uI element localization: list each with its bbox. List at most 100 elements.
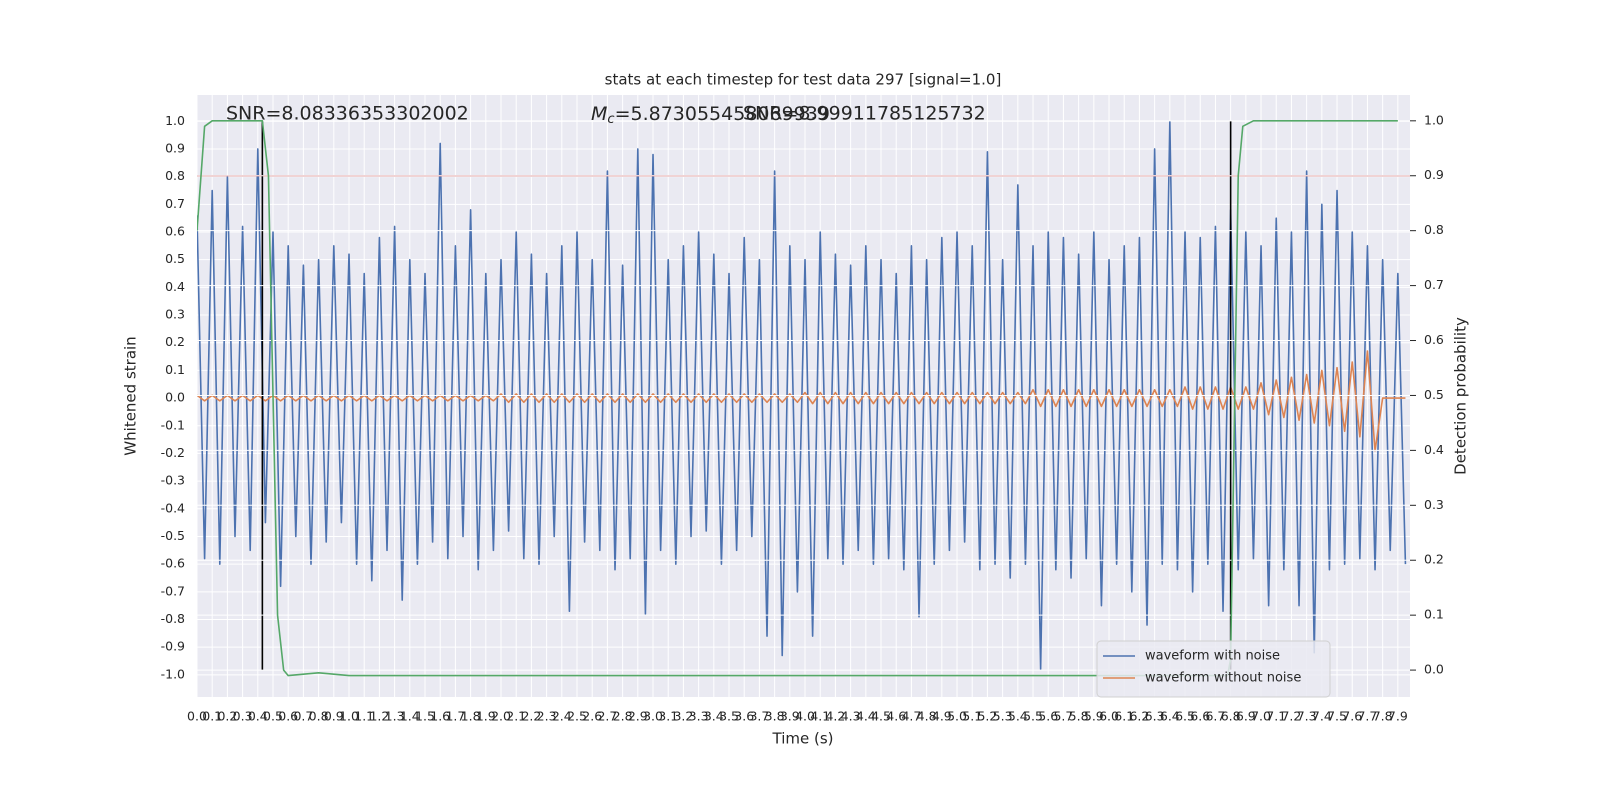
x-tick-label: 6.2 <box>1129 709 1149 724</box>
x-tick-label: 5.3 <box>993 709 1013 724</box>
y2-tick-label: 0.0 <box>1424 662 1444 677</box>
x-tick-label: 5.7 <box>1053 709 1073 724</box>
y-tick-label: -0.5 <box>161 528 185 543</box>
x-tick-label: 0.0 <box>187 709 207 724</box>
x-tick-label: 6.8 <box>1221 709 1241 724</box>
x-tick-label: 4.7 <box>901 709 921 724</box>
x-tick-label: 3.1 <box>658 709 678 724</box>
y2-tick-label: 0.1 <box>1424 607 1444 622</box>
y-tick-label: -0.2 <box>161 445 185 460</box>
x-tick-label: 0.1 <box>202 709 222 724</box>
x-tick-label: 6.9 <box>1236 709 1256 724</box>
y2-axis-label: Detection probability <box>1452 317 1470 475</box>
x-tick-label: 4.8 <box>917 709 937 724</box>
y-tick-label: -0.7 <box>161 583 185 598</box>
y2-tick-label: 1.0 <box>1424 112 1444 127</box>
x-tick-label: 1.9 <box>476 709 496 724</box>
x-tick-label: 6.3 <box>1145 709 1165 724</box>
x-tick-label: 5.5 <box>1023 709 1043 724</box>
x-tick-label: 7.9 <box>1388 709 1408 724</box>
y-tick-label: -1.0 <box>161 666 185 681</box>
x-tick-label: 4.9 <box>932 709 952 724</box>
x-tick-label: 2.4 <box>552 709 572 724</box>
y-tick-label: 0.4 <box>165 279 185 294</box>
x-tick-label: 4.6 <box>886 709 906 724</box>
x-tick-label: 6.4 <box>1160 709 1180 724</box>
y-tick-label: -0.8 <box>161 611 185 626</box>
x-tick-label: 4.4 <box>856 709 876 724</box>
x-tick-label: 0.9 <box>324 709 344 724</box>
x-tick-label: 7.4 <box>1312 709 1332 724</box>
annotation-subscript: c <box>607 112 614 127</box>
x-tick-label: 5.6 <box>1038 709 1058 724</box>
x-tick-label: 5.2 <box>977 709 997 724</box>
x-tick-label: 7.0 <box>1251 709 1271 724</box>
x-tick-label: 1.5 <box>415 709 435 724</box>
plot-area <box>197 95 1410 697</box>
y2-tick-label: 0.2 <box>1424 552 1444 567</box>
x-tick-label: 0.4 <box>248 709 268 724</box>
legend-label: waveform without noise <box>1145 671 1301 686</box>
x-tick-label: 4.0 <box>795 709 815 724</box>
x-tick-label: 1.6 <box>430 709 450 724</box>
x-tick-label: 2.8 <box>613 709 633 724</box>
series-line <box>197 120 1407 671</box>
x-tick-label: 2.6 <box>582 709 602 724</box>
y2-tick-label: 0.4 <box>1424 442 1444 457</box>
x-tick-label: 6.5 <box>1175 709 1195 724</box>
series-line <box>197 120 1398 677</box>
y-tick-label: -0.4 <box>161 500 185 515</box>
y2-tick-label: 0.9 <box>1424 167 1444 182</box>
x-tick-label: 2.3 <box>537 709 557 724</box>
y2-tick-label: 0.3 <box>1424 497 1444 512</box>
annotation-symbol: M <box>591 103 607 125</box>
y-tick-label: 0.0 <box>165 390 185 405</box>
x-tick-label: 6.7 <box>1205 709 1225 724</box>
y2-tick-label: 0.6 <box>1424 332 1444 347</box>
x-tick-label: 6.0 <box>1099 709 1119 724</box>
x-tick-label: 1.1 <box>354 709 374 724</box>
annotation-text: =5.873055458069939 <box>615 103 830 125</box>
y-tick-label: -0.6 <box>161 556 185 571</box>
annotation: SNR=8.99911785125732 <box>743 103 986 125</box>
y-tick-label: -0.9 <box>161 639 185 654</box>
y-tick-label: 0.2 <box>165 334 185 349</box>
y-tick-label: 0.8 <box>165 168 185 183</box>
x-tick-label: 3.0 <box>643 709 663 724</box>
x-tick-label: 0.2 <box>217 709 237 724</box>
x-tick-label: 4.3 <box>841 709 861 724</box>
x-tick-label: 5.0 <box>947 709 967 724</box>
y-tick-label: 0.3 <box>165 307 185 322</box>
x-tick-label: 1.4 <box>400 709 420 724</box>
y-tick-label: 0.9 <box>165 140 185 155</box>
x-tick-label: 3.7 <box>749 709 769 724</box>
x-tick-label: 2.1 <box>506 709 526 724</box>
x-axis-label: Time (s) <box>772 730 834 748</box>
x-tick-label: 2.0 <box>491 709 511 724</box>
x-tick-label: 0.6 <box>278 709 298 724</box>
x-tick-label: 7.3 <box>1297 709 1317 724</box>
x-tick-label: 1.8 <box>461 709 481 724</box>
x-tick-label: 7.2 <box>1281 709 1301 724</box>
x-tick-label: 3.8 <box>765 709 785 724</box>
x-tick-label: 0.8 <box>309 709 329 724</box>
x-tick-label: 2.7 <box>597 709 617 724</box>
x-tick-label: 4.5 <box>871 709 891 724</box>
x-tick-label: 6.6 <box>1190 709 1210 724</box>
x-tick-label: 1.7 <box>445 709 465 724</box>
x-tick-label: 7.7 <box>1357 709 1377 724</box>
x-tick-label: 5.9 <box>1084 709 1104 724</box>
x-tick-label: 0.7 <box>293 709 313 724</box>
x-tick-label: 6.1 <box>1114 709 1134 724</box>
y-tick-label: 0.5 <box>165 251 185 266</box>
y-tick-label: 0.1 <box>165 362 185 377</box>
y2-tick-label: 0.5 <box>1424 387 1444 402</box>
y-tick-label: -0.1 <box>161 417 185 432</box>
x-tick-label: 3.9 <box>780 709 800 724</box>
y2-tick-label: 0.8 <box>1424 222 1444 237</box>
x-tick-label: 4.2 <box>825 709 845 724</box>
x-tick-label: 7.5 <box>1327 709 1347 724</box>
x-tick-label: 3.3 <box>689 709 709 724</box>
